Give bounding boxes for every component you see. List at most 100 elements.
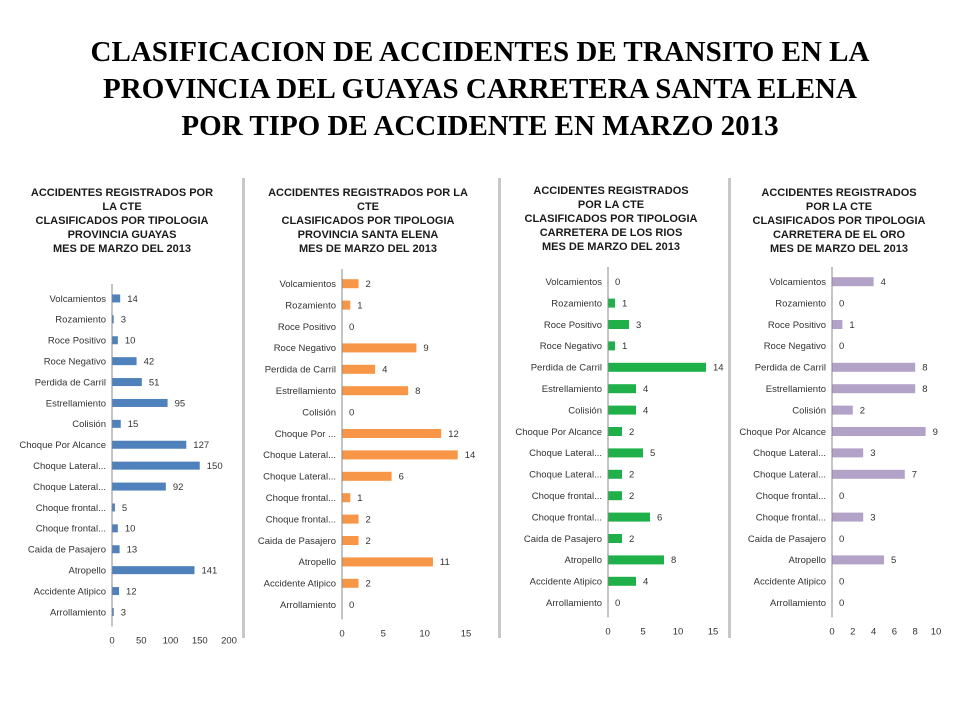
data-label: 14 bbox=[127, 294, 138, 305]
chart-title-line: LA CTE bbox=[102, 201, 142, 213]
panel-divider bbox=[728, 178, 731, 638]
bar bbox=[832, 384, 916, 394]
category-label: Choque Lateral... bbox=[263, 450, 336, 461]
bar bbox=[832, 555, 884, 565]
page-title-line-1: CLASIFICACION DE ACCIDENTES DE TRANSITO … bbox=[90, 36, 870, 68]
category-label: Choque frontal... bbox=[36, 524, 106, 535]
bar bbox=[832, 469, 905, 479]
x-tick-label: 0 bbox=[605, 626, 610, 637]
x-tick-label: 10 bbox=[931, 626, 942, 637]
bar bbox=[112, 315, 114, 324]
x-tick-label: 4 bbox=[871, 626, 876, 637]
bar bbox=[342, 364, 376, 374]
data-label: 5 bbox=[891, 555, 896, 566]
category-label: Atropello bbox=[565, 555, 603, 566]
chart-title-line: CARRETERA DE EL ORO bbox=[772, 229, 905, 241]
category-label: Colisión bbox=[568, 405, 602, 416]
data-label: 7 bbox=[912, 470, 917, 481]
data-label: 8 bbox=[922, 363, 927, 374]
data-label: 6 bbox=[657, 512, 662, 523]
data-label: 3 bbox=[870, 512, 875, 523]
chart-title: ACCIDENTES REGISTRADOS POR LA CTE CLASIF… bbox=[248, 186, 488, 256]
page-title-line-2: PROVINCIA DEL GUAYAS CARRETERA SANTA ELE… bbox=[103, 73, 857, 105]
data-label: 0 bbox=[839, 298, 844, 309]
bar bbox=[112, 587, 120, 596]
bar bbox=[112, 336, 118, 345]
page-title-line-3: POR TIPO DE ACCIDENTE EN MARZO 2013 bbox=[181, 110, 779, 142]
chart-panel-guayas: ACCIDENTES REGISTRADOS POR LA CTE CLASIF… bbox=[4, 178, 240, 646]
bar bbox=[342, 493, 351, 503]
category-label: Estrellamiento bbox=[276, 386, 336, 397]
data-label: 4 bbox=[382, 365, 387, 376]
category-label: Choque frontal... bbox=[756, 512, 826, 523]
bar bbox=[608, 512, 650, 522]
bar bbox=[832, 362, 916, 372]
chart-title: ACCIDENTES REGISTRADOS POR LA CTE CLASIF… bbox=[4, 186, 240, 256]
category-label: Choque Por Alcance bbox=[19, 440, 106, 451]
data-label: 10 bbox=[125, 524, 136, 535]
data-label: 4 bbox=[643, 577, 648, 588]
chart-panel-el-oro: ACCIDENTES REGISTRADOS POR LA CTE CLASIF… bbox=[734, 178, 956, 638]
chart-title-line: CLASIFICADOS POR TIPOLOGIA bbox=[281, 215, 455, 227]
data-label: 1 bbox=[622, 341, 627, 352]
category-label: Caida de Pasajero bbox=[748, 534, 826, 545]
data-label: 4 bbox=[881, 277, 886, 288]
chart-title-line: CLASIFICADOS POR TIPOLOGIA bbox=[752, 215, 926, 227]
bar bbox=[608, 427, 622, 436]
panel-divider bbox=[498, 178, 501, 638]
x-tick-label: 0 bbox=[109, 635, 114, 646]
category-label: Choque frontal... bbox=[756, 491, 826, 502]
category-label: Caida de Pasajero bbox=[258, 536, 336, 547]
chart-title: ACCIDENTES REGISTRADOS POR LA CTE CLASIF… bbox=[734, 186, 944, 256]
category-label: Roce Positivo bbox=[48, 336, 106, 347]
data-label: 2 bbox=[860, 405, 865, 416]
bar-chart-el-oro: Volcamientos 4 Rozamiento 0 Roce Positivo 1 Ro… bbox=[739, 267, 942, 637]
category-label: Choque Lateral... bbox=[33, 482, 106, 493]
bar bbox=[112, 398, 168, 407]
page-title: CLASIFICACION DE ACCIDENTES DE TRANSITO … bbox=[20, 34, 940, 145]
bar bbox=[112, 294, 121, 303]
chart-title-line: CTE bbox=[357, 201, 379, 213]
data-label: 42 bbox=[144, 356, 155, 367]
data-label: 13 bbox=[127, 545, 138, 556]
data-label: 0 bbox=[349, 407, 354, 418]
category-label: Caida de Pasajero bbox=[28, 545, 106, 556]
chart-title-line: POR LA CTE bbox=[805, 201, 873, 213]
data-label: 14 bbox=[465, 450, 476, 461]
category-label: Perdida de Carril bbox=[755, 363, 826, 374]
category-label: Choque Por Alcance bbox=[515, 427, 602, 438]
category-label: Roce Positivo bbox=[278, 322, 336, 333]
data-label: 127 bbox=[193, 440, 209, 451]
category-label: Rozamiento bbox=[285, 300, 336, 311]
category-label: Atropello bbox=[789, 555, 827, 566]
chart-title-line: CLASIFICADOS POR TIPOLOGIA bbox=[35, 215, 209, 227]
x-tick-label: 100 bbox=[163, 635, 179, 646]
bar bbox=[112, 419, 121, 428]
data-label: 0 bbox=[615, 598, 620, 609]
data-label: 9 bbox=[423, 343, 428, 354]
chart-panel-los-rios: ACCIDENTES REGISTRADOS POR LA CTE CLASIF… bbox=[504, 178, 726, 638]
data-label: 141 bbox=[201, 565, 217, 576]
bar bbox=[112, 378, 142, 387]
data-label: 1 bbox=[357, 300, 362, 311]
category-label: Choque Por Alcance bbox=[739, 427, 826, 438]
bar bbox=[112, 524, 118, 533]
x-tick-label: 150 bbox=[192, 635, 208, 646]
data-label: 0 bbox=[839, 577, 844, 588]
chart-title-line: ACCIDENTES REGISTRADOS bbox=[761, 187, 917, 199]
data-label: 2 bbox=[366, 579, 371, 590]
bar bbox=[832, 320, 843, 329]
data-label: 2 bbox=[366, 279, 371, 290]
bar bbox=[112, 461, 200, 470]
category-label: Choque frontal... bbox=[266, 514, 336, 525]
bar bbox=[342, 279, 359, 289]
data-label: 2 bbox=[366, 514, 371, 525]
bar bbox=[112, 545, 120, 554]
bar bbox=[608, 448, 643, 458]
chart-title-line: MES DE MARZO DEL 2013 bbox=[53, 243, 191, 255]
data-label: 0 bbox=[839, 341, 844, 352]
data-label: 12 bbox=[448, 429, 459, 440]
category-label: Estrellamiento bbox=[46, 398, 106, 409]
data-label: 95 bbox=[175, 398, 186, 409]
bar bbox=[832, 427, 926, 436]
